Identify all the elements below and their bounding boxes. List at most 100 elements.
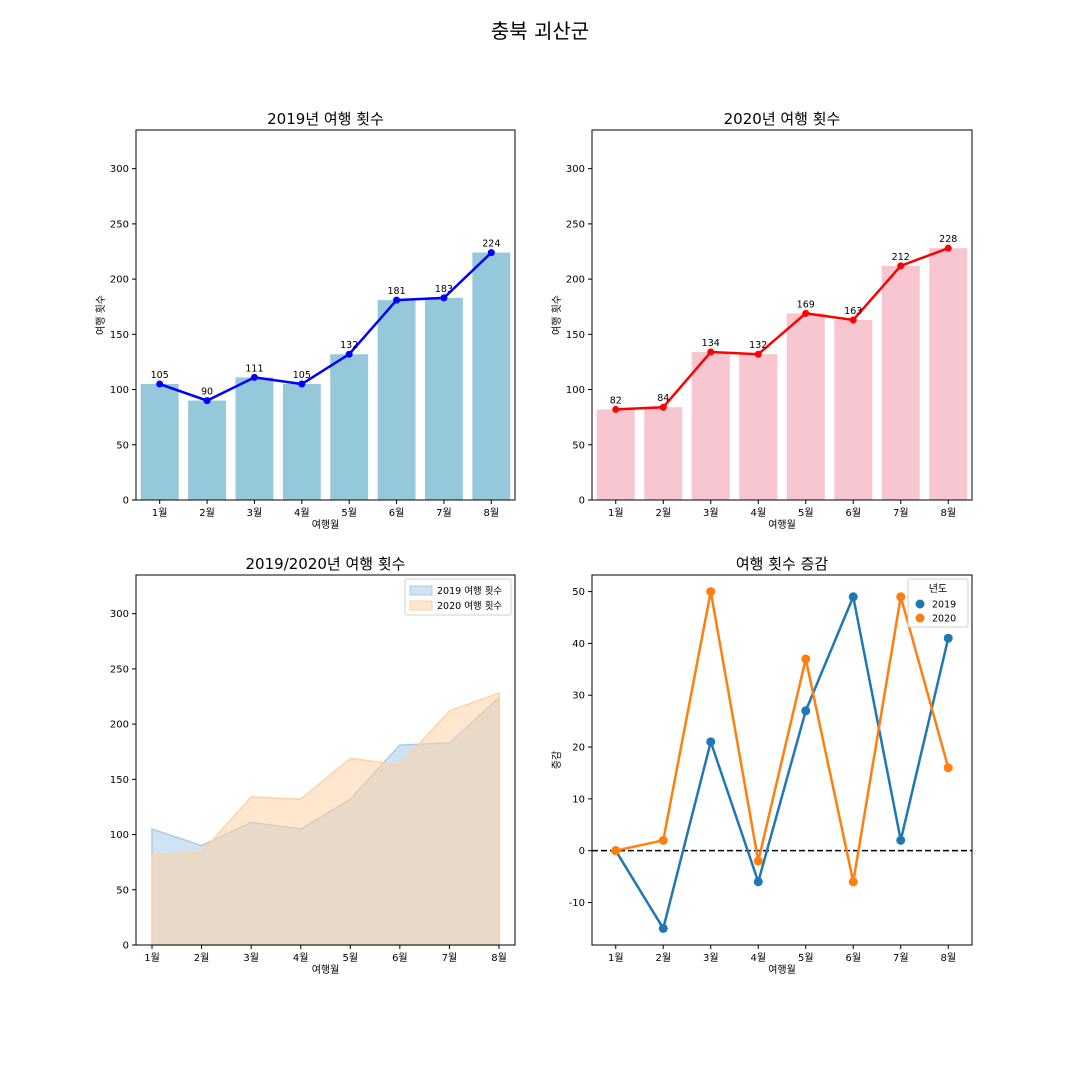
chart-2019-trips: 105 90 111 105 132 181 183 224 0 50 100 150 200 250 30… <box>95 110 516 531</box>
y-tick-label: 100 <box>566 385 585 396</box>
legend-label: 2019 <box>932 600 956 611</box>
chart-2020-trips: 82 84 134 132 169 163 212 228 0 50 100 150 200 250 300… <box>551 110 973 531</box>
x-tick-label: 4월 <box>750 507 766 519</box>
point-marker <box>801 654 811 664</box>
point-marker <box>848 592 858 602</box>
data-label: 132 <box>340 340 358 351</box>
point-marker <box>612 405 620 413</box>
data-label: 134 <box>702 338 720 349</box>
x-tick-label: 5월 <box>798 507 814 519</box>
y-tick-label: 40 <box>572 639 585 650</box>
chart-title: 2019년 여행 횟수 <box>267 110 384 128</box>
y-tick-label: 150 <box>110 775 129 786</box>
data-label: 212 <box>892 252 910 263</box>
y-tick-label: 200 <box>566 275 585 286</box>
x-tick-label: 3월 <box>703 952 719 964</box>
x-tick-label: 1월 <box>608 952 624 964</box>
data-label: 90 <box>201 387 213 398</box>
y-tick-label: 30 <box>572 691 585 702</box>
bar <box>424 297 463 500</box>
point-marker <box>706 587 716 597</box>
series-line-2020 <box>615 591 950 883</box>
x-tick-label: 4월 <box>750 952 766 964</box>
y-tick-label: 300 <box>110 609 129 620</box>
data-label: 105 <box>151 370 169 381</box>
x-axis-label: 여행월 <box>312 964 340 976</box>
x-tick-label: 1월 <box>144 952 160 964</box>
point-marker <box>943 763 953 773</box>
chart-trip-change: -10 0 10 20 30 40 50 1월 2월 3월 4월 5월 6월 7월 8월 여행 횟수 증감여행… <box>551 555 973 976</box>
x-tick-label: 2월 <box>655 507 671 519</box>
data-label: 105 <box>293 370 311 381</box>
y-tick-label: 250 <box>110 664 129 675</box>
y-tick-label: 200 <box>110 720 129 731</box>
y-tick-label: 200 <box>110 275 129 286</box>
y-tick-label: 300 <box>110 164 129 175</box>
x-tick-label: 5월 <box>798 952 814 964</box>
legend-label: 2019 여행 횟수 <box>437 585 502 597</box>
x-axis-label: 여행월 <box>312 519 340 531</box>
x-tick-label: 8월 <box>491 952 507 964</box>
point-marker <box>896 835 906 845</box>
data-label: 163 <box>844 306 862 317</box>
y-tick-label: 0 <box>579 496 585 507</box>
y-tick-label: 20 <box>572 743 585 754</box>
y-tick-label: 50 <box>572 440 585 451</box>
bar <box>140 384 179 500</box>
x-tick-label: 7월 <box>893 507 909 519</box>
x-tick-label: 8월 <box>940 952 956 964</box>
data-label: 169 <box>797 299 815 310</box>
series-line <box>159 251 493 402</box>
point-marker <box>896 592 906 602</box>
point-marker <box>848 877 858 887</box>
x-tick-label: 3월 <box>243 952 259 964</box>
point-marker <box>753 856 763 866</box>
legend-swatch <box>409 585 433 596</box>
y-tick-label: 250 <box>566 219 585 230</box>
point-marker <box>897 262 905 270</box>
data-label: 224 <box>482 239 500 250</box>
y-tick-label: 100 <box>110 385 129 396</box>
point-marker <box>944 244 952 252</box>
y-tick-label: 50 <box>116 440 129 451</box>
x-tick-label: 2월 <box>194 952 210 964</box>
point-marker <box>801 706 811 716</box>
data-label: 132 <box>749 340 767 351</box>
chart-title: 여행 횟수 증감 <box>736 555 829 573</box>
series-line-2019 <box>614 592 950 932</box>
y-axis-label: 여행 횟수 <box>95 295 107 335</box>
y-tick-label: 0 <box>123 941 129 952</box>
x-tick-label: 6월 <box>389 507 405 519</box>
plot-frame <box>135 574 516 946</box>
point-marker <box>658 923 668 933</box>
y-tick-label: 250 <box>110 219 129 230</box>
point-marker <box>754 350 762 358</box>
legend-title: 년도 <box>929 583 947 595</box>
series-line <box>615 247 949 411</box>
x-tick-label: 6월 <box>845 952 861 964</box>
y-tick-label: 300 <box>566 164 585 175</box>
legend-marker <box>915 613 925 623</box>
x-tick-label: 2월 <box>199 507 215 519</box>
x-tick-label: 3월 <box>703 507 719 519</box>
y-tick-label: 0 <box>579 846 585 857</box>
point-marker <box>156 380 164 388</box>
chart-2019-2020-area: 0 50 100 150 200 250 300 1월 2월 3월 4월 5월 6월 7월 8월 2019/2… <box>110 555 516 976</box>
bar <box>188 400 227 500</box>
point-marker <box>849 316 857 324</box>
chart-title: 2020년 여행 횟수 <box>724 110 841 128</box>
y-axis-label: 증감 <box>551 751 563 769</box>
plot-frame <box>591 129 973 501</box>
legend-marker <box>915 599 925 609</box>
x-tick-label: 6월 <box>392 952 408 964</box>
point-marker <box>753 877 763 887</box>
plot-frame <box>135 129 516 501</box>
bar <box>881 265 920 500</box>
legend-label: 2020 <box>932 614 956 625</box>
legend-label: 2020 여행 횟수 <box>437 600 502 612</box>
point-marker <box>440 294 448 302</box>
bar <box>377 300 416 500</box>
bar <box>929 248 968 500</box>
point-marker <box>943 633 953 643</box>
data-label: 183 <box>435 284 453 295</box>
